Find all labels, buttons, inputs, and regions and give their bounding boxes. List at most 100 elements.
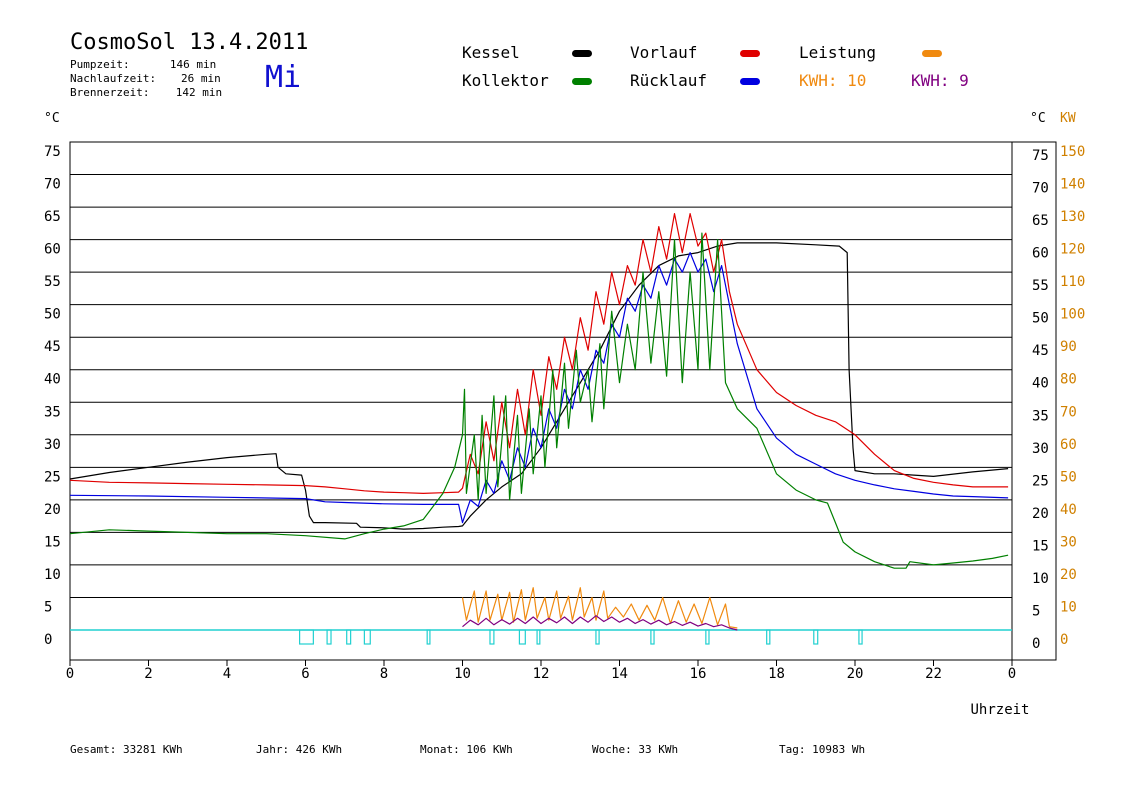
y-right-tick-label: 35 — [1032, 408, 1049, 424]
y2-tick-label: 60 — [1060, 437, 1077, 453]
weekday-label: Mi — [265, 60, 302, 95]
x-tick-label: 2 — [144, 666, 152, 682]
footer-day: Tag: 10983 Wh — [779, 743, 866, 756]
pump-on-pulse — [426, 629, 431, 645]
afterrun-time-label: Nachlaufzeit: — [70, 72, 157, 85]
burner-time: Brennerzeit: 142 min — [70, 86, 222, 99]
y2-tick-label: 150 — [1060, 144, 1085, 160]
y2-tick-label: 70 — [1060, 404, 1077, 420]
x-tick-label: 22 — [925, 666, 942, 682]
y2-tick-label: 80 — [1060, 372, 1077, 388]
pump-on-pulse — [518, 629, 526, 645]
y-right-tick-label: 75 — [1032, 148, 1049, 164]
y-right-tick-label: 60 — [1032, 246, 1049, 262]
y2-tick-label: 120 — [1060, 242, 1085, 258]
plot-frame — [69, 141, 1057, 661]
y2-tick-label: 50 — [1060, 469, 1077, 485]
legend-kwh2: KWH: 9 — [911, 71, 969, 90]
footer-total: Gesamt: 33281 KWh — [70, 743, 183, 756]
afterrun-time-value: 26 min — [180, 72, 221, 85]
x-tick-label: 8 — [380, 666, 388, 682]
pump-on-pulse — [299, 629, 314, 645]
footer-year: Jahr: 426 KWh — [256, 743, 343, 756]
pump-on-pulse — [766, 629, 771, 645]
series-line-vorlauf — [69, 213, 1009, 494]
afterrun-time: Nachlaufzeit: 26 min — [70, 72, 221, 85]
y2-tick-label: 110 — [1060, 274, 1085, 290]
legend-ruecklauf: Rücklauf — [630, 71, 708, 90]
y-tick-label: 70 — [44, 177, 61, 193]
y-tick-label: 5 — [44, 599, 52, 615]
y-right-tick-label: 5 — [1032, 603, 1040, 619]
pump-time-label: Pumpzeit: — [70, 58, 130, 71]
y-right-tick-label: 10 — [1032, 571, 1049, 587]
y2-axis-unit: KW — [1060, 111, 1076, 126]
x-tick-label: 16 — [690, 666, 707, 682]
pump-on-pulse — [346, 629, 352, 645]
x-tick-label: 6 — [301, 666, 309, 682]
series-line-r-cklauf — [69, 252, 1009, 524]
y-right-tick-label: 55 — [1032, 278, 1049, 294]
y-right-tick-label: 45 — [1032, 343, 1049, 359]
y2-tick-label: 140 — [1060, 177, 1085, 193]
y-tick-label: 40 — [44, 372, 61, 388]
pump-on-pulse — [650, 629, 655, 645]
legend-kollektor: Kollektor — [462, 71, 549, 90]
legend-leistung-swatch — [922, 50, 942, 57]
y2-tick-label: 30 — [1060, 534, 1077, 550]
legend-kessel-swatch — [572, 50, 592, 57]
footer-week: Woche: 33 KWh — [592, 743, 679, 756]
y2-tick-label: 100 — [1060, 307, 1085, 323]
y-right-tick-label: 15 — [1032, 538, 1049, 554]
pump-on-pulse — [536, 629, 541, 645]
burner-time-label: Brennerzeit: — [70, 86, 150, 99]
y-axis-unit-right: °C — [1030, 111, 1046, 126]
y-right-tick-label: 30 — [1032, 441, 1049, 457]
y-tick-label: 25 — [44, 469, 61, 485]
y2-tick-label: 0 — [1060, 632, 1068, 648]
pump-on-pulse — [858, 629, 863, 645]
y-tick-label: 50 — [44, 307, 61, 323]
x-tick-label: 12 — [533, 666, 550, 682]
x-tick-label: 20 — [847, 666, 864, 682]
legend-vorlauf: Vorlauf — [630, 43, 698, 62]
pump-on-pulse — [595, 629, 600, 645]
pump-time-value: 146 min — [169, 58, 217, 71]
y-tick-label: 60 — [44, 242, 61, 258]
y-tick-label: 75 — [44, 144, 61, 160]
legend-leistung: Leistung — [799, 43, 877, 62]
y-right-tick-label: 20 — [1032, 506, 1049, 522]
y-right-tick-label: 0 — [1032, 636, 1040, 652]
x-tick-label: 14 — [611, 666, 628, 682]
y-right-tick-label: 65 — [1032, 213, 1049, 229]
series-line-kessel — [69, 242, 1009, 530]
y-tick-label: 10 — [44, 567, 61, 583]
y-tick-label: 65 — [44, 209, 61, 225]
y-tick-label: 0 — [44, 632, 52, 648]
x-tick-label: 10 — [454, 666, 471, 682]
y-tick-label: 55 — [44, 274, 61, 290]
y-axis-unit-left: °C — [44, 111, 60, 126]
pump-on-pulse — [813, 629, 819, 645]
series-line-leistung — [461, 587, 738, 629]
series-line-kwh2 — [462, 615, 738, 631]
y-right-tick-label: 40 — [1032, 376, 1049, 392]
footer-month: Monat: 106 KWh — [420, 743, 513, 756]
y2-tick-label: 90 — [1060, 339, 1077, 355]
y2-tick-label: 40 — [1060, 502, 1077, 518]
legend-kwh1: KWH: 10 — [799, 71, 867, 90]
series-line-kollektor — [69, 232, 1009, 569]
burner-time-value: 142 min — [175, 86, 223, 99]
y2-tick-label: 20 — [1060, 567, 1077, 583]
y-tick-label: 20 — [44, 502, 61, 518]
legend-kollektor-swatch — [572, 78, 592, 85]
y-right-tick-label: 70 — [1032, 181, 1049, 197]
y-tick-label: 35 — [44, 404, 61, 420]
y2-tick-label: 10 — [1060, 599, 1077, 615]
legend-vorlauf-swatch — [740, 50, 760, 57]
pump-on-pulse — [326, 629, 332, 645]
y-right-tick-label: 25 — [1032, 473, 1049, 489]
y-tick-label: 45 — [44, 339, 61, 355]
x-tick-label: 4 — [223, 666, 231, 682]
